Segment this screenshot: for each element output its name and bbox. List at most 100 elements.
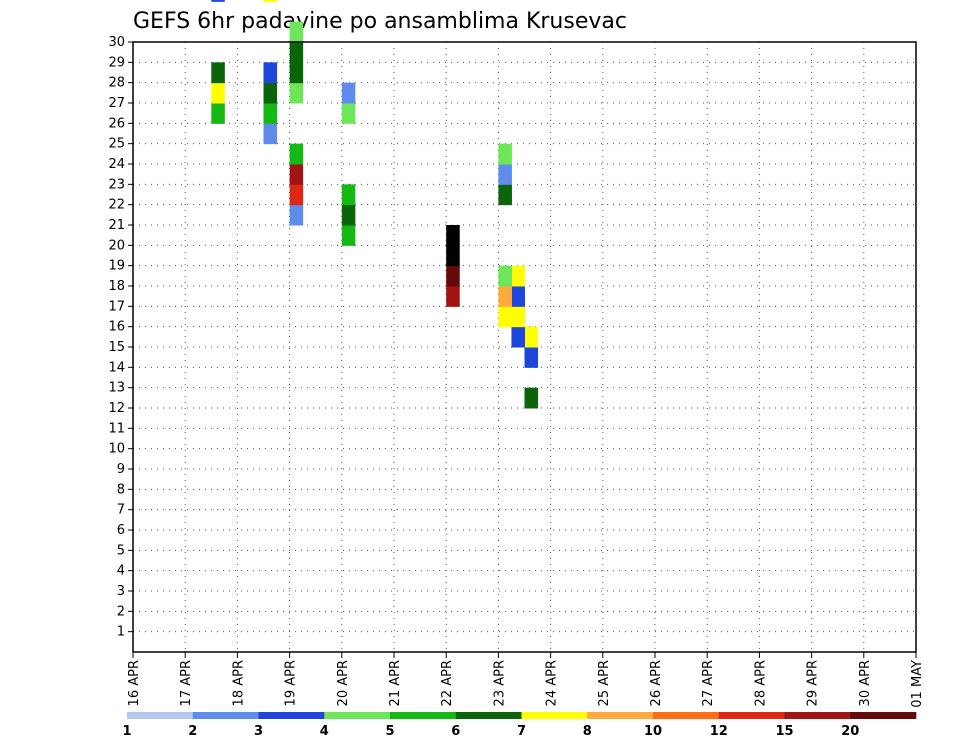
y-tick-label: 18 [108, 279, 125, 294]
y-tick-label: 24 [108, 157, 125, 172]
y-tick-label: 28 [108, 76, 125, 91]
x-tick-label: 22 APR [440, 660, 455, 706]
heatmap-cell [446, 265, 460, 287]
colorbar-label: 5 [385, 724, 394, 739]
colorbar-label: 12 [710, 724, 728, 739]
y-tick-label: 25 [108, 137, 125, 152]
heatmap-cell [498, 143, 512, 165]
y-tick-label: 6 [117, 523, 125, 538]
colorbar-swatch [192, 712, 259, 719]
y-tick-label: 8 [117, 482, 125, 497]
heatmap-cell [341, 225, 356, 246]
y-tick-label: 15 [108, 340, 125, 355]
colorbar-label: 4 [320, 724, 329, 739]
heatmap-cell [498, 306, 512, 328]
x-tick-label: 30 APR [858, 660, 873, 706]
y-tick-label: 27 [108, 96, 125, 111]
x-tick-label: 16 APR [127, 660, 142, 706]
x-tick-label: 26 APR [649, 660, 664, 706]
x-tick-label: 23 APR [492, 660, 507, 706]
x-tick-label: 01 MAY [910, 660, 925, 708]
y-tick-label: 1 [117, 625, 125, 640]
y-tick-label: 10 [108, 442, 125, 457]
heatmap-cell [446, 245, 460, 267]
y-tick-label: 19 [108, 259, 125, 274]
heatmap-cell [524, 326, 539, 348]
x-tick-label: 27 APR [701, 660, 716, 706]
heatmap-cell [289, 42, 304, 63]
heatmap-cell [289, 62, 304, 84]
y-tick-label: 29 [108, 55, 125, 70]
y-tick-label: 12 [108, 401, 125, 416]
colorbar-swatch [324, 712, 391, 719]
heatmap-cell [289, 82, 304, 104]
chart-title: GEFS 6hr padavine po ansamblima Krusevac [133, 9, 627, 34]
colorbar-label: 8 [583, 724, 592, 739]
heatmap-cell [341, 103, 356, 124]
y-tick-label: 11 [108, 421, 125, 436]
heatmap-cell [511, 326, 525, 348]
heatmap-cell [446, 286, 460, 307]
colorbar-label: 10 [644, 724, 662, 739]
colorbar-swatch [718, 712, 785, 719]
colorbar-swatch [390, 712, 457, 719]
colorbar-label: 3 [254, 724, 263, 739]
y-tick-label: 26 [108, 116, 125, 131]
x-tick-label: 18 APR [231, 660, 246, 706]
x-tick-label: 28 APR [753, 660, 768, 706]
colorbar-swatch [258, 712, 325, 719]
heatmap-cell [289, 184, 304, 206]
colorbar-swatch [784, 712, 851, 719]
heatmap-cell [263, 62, 278, 84]
x-tick-label: 24 APR [545, 660, 560, 706]
colorbar-label: 6 [451, 724, 460, 739]
heatmap-cell [511, 306, 525, 328]
heatmap-cell [524, 347, 539, 368]
heatmap-cell [289, 143, 304, 165]
heatmap-cell [211, 62, 225, 84]
y-tick-label: 23 [108, 177, 125, 192]
heatmap-cell [263, 103, 278, 124]
y-tick-label: 30 [108, 35, 125, 50]
x-tick-label: 19 APR [284, 660, 299, 706]
y-tick-label: 17 [108, 299, 125, 314]
colorbar-swatch [455, 712, 522, 719]
colorbar-swatch [850, 712, 917, 719]
heatmap-cell [341, 82, 356, 104]
heatmap-cell [289, 204, 304, 226]
y-tick-label: 5 [117, 543, 125, 558]
heatmap-cell [263, 0, 278, 2]
heatmap-cell [498, 265, 512, 287]
colorbar-swatch [653, 712, 720, 719]
heatmap-cell [289, 164, 304, 185]
y-tick-label: 4 [117, 564, 125, 579]
heatmap-cell [511, 265, 525, 287]
y-axis-ticks: 1234567891011121314151617181920212223242… [108, 35, 133, 640]
colorbar: 1 2 3 4 5 6 7 8 10 12 15 20 [122, 712, 917, 739]
heatmap-cells [211, 0, 539, 409]
heatmap-cell [211, 103, 225, 124]
heatmap-cell [498, 184, 512, 206]
y-tick-label: 9 [117, 462, 125, 477]
y-tick-label: 22 [108, 198, 125, 213]
colorbar-label: 15 [775, 724, 793, 739]
heatmap-cell [211, 82, 225, 104]
y-tick-label: 20 [108, 238, 125, 253]
colorbar-label: 1 [122, 724, 131, 739]
heatmap-cell [263, 82, 278, 104]
heatmap-cell [498, 164, 512, 185]
x-tick-label: 21 APR [388, 660, 403, 706]
x-axis-ticks: 16 APR 17 APR 18 APR 19 APR 20 APR 21 APR 22 A… [127, 652, 925, 708]
heatmap-cell [524, 387, 539, 409]
heatmap-cell [211, 0, 225, 2]
colorbar-swatch [521, 712, 588, 719]
colorbar-swatch [127, 712, 194, 719]
heatmap-cell [498, 286, 512, 307]
colorbar-label: 7 [517, 724, 526, 739]
y-tick-label: 13 [108, 381, 125, 396]
y-tick-label: 21 [108, 218, 125, 233]
heatmap-cell [263, 123, 278, 145]
x-tick-label: 20 APR [336, 660, 351, 706]
